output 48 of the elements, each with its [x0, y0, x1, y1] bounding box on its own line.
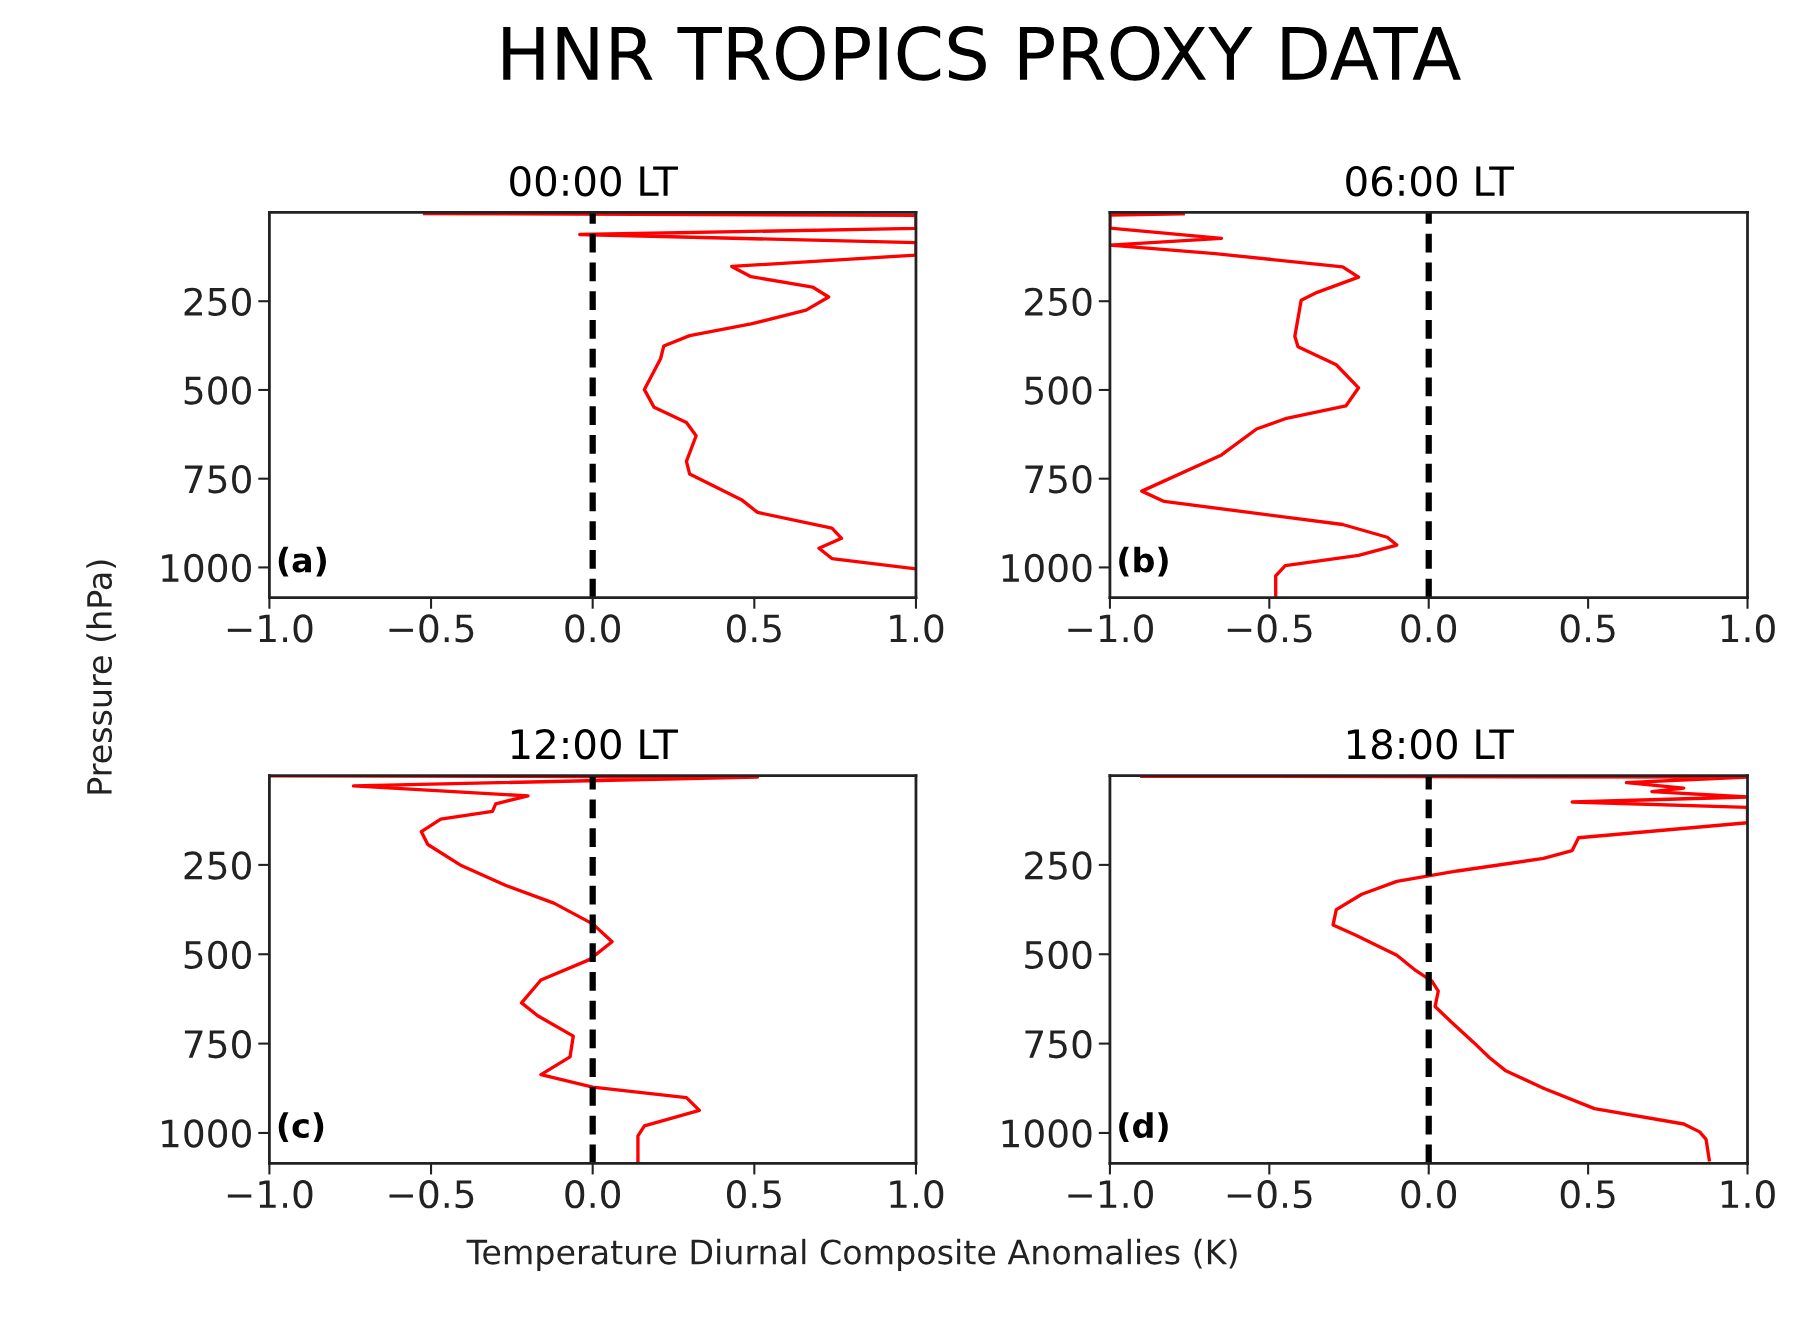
x-axis-title: Temperature Diurnal Composite Anomalies (K): [466, 1238, 1237, 1272]
x-tick-label: −1.0: [227, 1179, 313, 1209]
y-tick-label: 1000: [1002, 1119, 1092, 1148]
x-tick-label: −1.0: [227, 614, 313, 643]
chart-title: 12:00 LT: [511, 728, 678, 760]
x-tick-label: 1.0: [1721, 1179, 1775, 1209]
chart-title: 18:00 LT: [1347, 728, 1515, 760]
x-tick-label: −0.5: [1227, 1179, 1312, 1209]
y-tick-label: 250: [184, 851, 251, 880]
annotation: (d): [1119, 1112, 1168, 1143]
y-tick-label: 500: [1025, 376, 1092, 405]
x-tick-label: −0.5: [389, 1179, 474, 1209]
x-tick-label: 0.5: [726, 1179, 781, 1209]
y-tick-label: 1000: [162, 553, 251, 583]
x-tick-label: 0.0: [1401, 614, 1457, 643]
y-tick-label: 250: [1025, 287, 1092, 316]
y-tick-label: 750: [1025, 1030, 1092, 1059]
y-tick-label: 750: [184, 1030, 251, 1059]
x-tick-label: 0.5: [1560, 614, 1615, 643]
x-tick-label: 0.0: [565, 1179, 621, 1209]
x-tick-label: 0.0: [565, 614, 621, 643]
y-tick-label: 250: [184, 287, 251, 316]
x-tick-label: 0.5: [1560, 1179, 1615, 1209]
annotation: (c): [278, 1112, 324, 1143]
x-tick-label: −1.0: [1068, 614, 1153, 643]
x-tick-label: 1.0: [890, 614, 944, 643]
y-tick-label: 1000: [1002, 553, 1092, 583]
chart-title: 00:00 LT: [510, 165, 678, 197]
y-tick-label: 500: [1025, 940, 1092, 970]
x-tick-label: −0.5: [389, 614, 474, 643]
chart-title: 06:00 LT: [1346, 165, 1515, 197]
y-tick-label: 750: [184, 465, 251, 494]
y-tick-label: 500: [184, 376, 251, 405]
text: HNR TROPICS PROXY DATA: [503, 26, 1461, 81]
y-tick-label: 500: [184, 940, 251, 970]
line-series: [422, 212, 916, 571]
x-tick-label: −1.0: [1068, 1179, 1153, 1209]
x-tick-label: 0.5: [726, 614, 781, 643]
annotation: (a): [278, 546, 326, 577]
y-tick-label: 250: [1025, 851, 1092, 880]
x-tick-label: 1.0: [890, 1179, 944, 1209]
x-tick-label: 0.0: [1401, 1179, 1457, 1209]
annotation: (b): [1119, 546, 1168, 577]
y-axis-title: Pressure (hPa): [86, 560, 116, 794]
x-tick-label: −0.5: [1227, 614, 1312, 643]
y-tick-label: 1000: [162, 1119, 251, 1148]
y-tick-label: 750: [1025, 465, 1092, 494]
x-tick-label: 1.0: [1721, 614, 1775, 643]
